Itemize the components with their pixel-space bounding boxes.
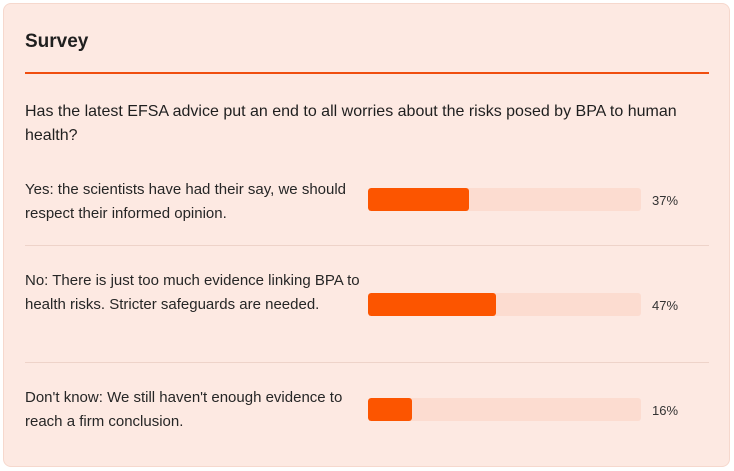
result-bar-fill	[368, 188, 469, 211]
survey-option-dont-know[interactable]: Don't know: We still haven't enough evid…	[25, 363, 709, 453]
result-bar-track	[368, 188, 641, 211]
option-label: Don't know: We still haven't enough evid…	[25, 389, 343, 430]
survey-title: Survey	[25, 31, 89, 52]
result-bar-fill	[368, 398, 412, 421]
result-bar-track	[368, 293, 641, 316]
option-label: Yes: the scientists have had their say, …	[25, 181, 347, 222]
option-percent: 47%	[652, 298, 679, 313]
survey-option-no[interactable]: No: There is just too much evidence link…	[25, 246, 709, 363]
survey-option-yes[interactable]: Yes: the scientists have had their say, …	[25, 174, 709, 246]
survey-card: Survey Has the latest EFSA advice put an…	[3, 3, 730, 467]
option-percent: 37%	[652, 193, 679, 208]
result-bar-track	[368, 398, 641, 421]
option-label: No: There is just too much evidence link…	[25, 272, 360, 313]
result-bar-fill	[368, 293, 497, 316]
survey-header: Survey	[25, 4, 709, 74]
option-percent: 16%	[652, 403, 679, 418]
survey-question: Has the latest EFSA advice put an end to…	[25, 103, 677, 144]
